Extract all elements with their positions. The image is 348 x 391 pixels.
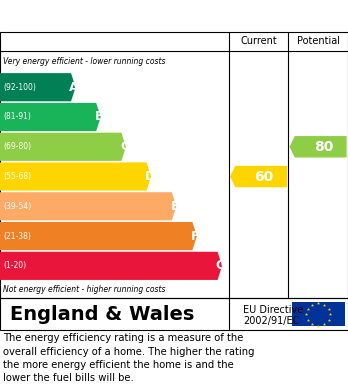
Polygon shape xyxy=(230,166,287,187)
Text: Not energy efficient - higher running costs: Not energy efficient - higher running co… xyxy=(3,285,166,294)
Text: (1-20): (1-20) xyxy=(3,261,26,270)
Text: B: B xyxy=(95,111,104,124)
Text: (69-80): (69-80) xyxy=(3,142,32,151)
Polygon shape xyxy=(0,252,222,280)
Text: EU Directive: EU Directive xyxy=(243,305,303,314)
Text: C: C xyxy=(120,140,129,153)
Text: G: G xyxy=(216,259,226,273)
Polygon shape xyxy=(290,136,347,158)
Text: E: E xyxy=(171,200,179,213)
Bar xyxy=(292,302,345,326)
Text: 60: 60 xyxy=(254,170,274,183)
Text: Very energy efficient - lower running costs: Very energy efficient - lower running co… xyxy=(3,57,166,66)
Text: (81-91): (81-91) xyxy=(3,113,31,122)
Polygon shape xyxy=(0,73,76,101)
Polygon shape xyxy=(0,133,126,161)
Text: Potential: Potential xyxy=(297,36,340,47)
Text: Energy Efficiency Rating: Energy Efficiency Rating xyxy=(10,9,220,23)
Polygon shape xyxy=(0,103,101,131)
Text: 2002/91/EC: 2002/91/EC xyxy=(243,316,299,326)
Text: (92-100): (92-100) xyxy=(3,83,36,92)
Text: D: D xyxy=(145,170,155,183)
Polygon shape xyxy=(0,162,151,191)
Text: 80: 80 xyxy=(314,140,333,154)
Polygon shape xyxy=(0,192,176,221)
Text: Current: Current xyxy=(240,36,277,47)
Text: (55-68): (55-68) xyxy=(3,172,32,181)
Text: F: F xyxy=(191,230,200,242)
Text: The energy efficiency rating is a measure of the
overall efficiency of a home. T: The energy efficiency rating is a measur… xyxy=(3,334,255,383)
Text: England & Wales: England & Wales xyxy=(10,305,195,324)
Polygon shape xyxy=(0,222,197,250)
Text: (21-38): (21-38) xyxy=(3,231,31,240)
Text: A: A xyxy=(69,81,79,94)
Text: (39-54): (39-54) xyxy=(3,202,32,211)
